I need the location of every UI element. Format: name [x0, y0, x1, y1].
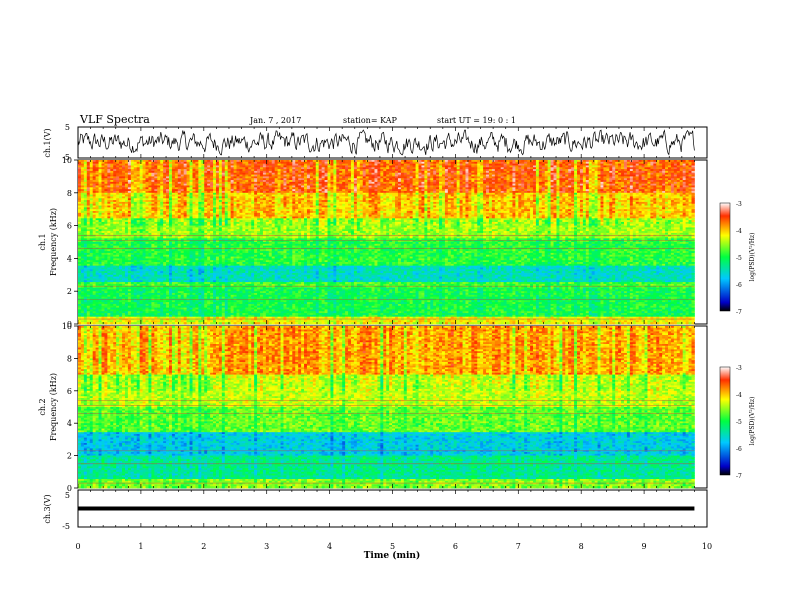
ch1-waveform-panel: 5 -5 ch.1(V): [43, 123, 707, 162]
ch1-ytick-top: 5: [65, 123, 70, 132]
station-label: station= KAP: [343, 116, 398, 125]
vlf-spectra-figure: VLF Spectra Jan. 7 , 2017 station= KAP s…: [0, 0, 792, 612]
figure-title: VLF Spectra: [79, 113, 150, 126]
ch1-waveform-ylabel: ch.1(V): [43, 128, 52, 157]
ch1-spectrogram-image: [78, 160, 695, 324]
start-time-label: start UT = 19: 0 : 1: [437, 116, 516, 125]
date-label: Jan. 7 , 2017: [249, 116, 301, 125]
